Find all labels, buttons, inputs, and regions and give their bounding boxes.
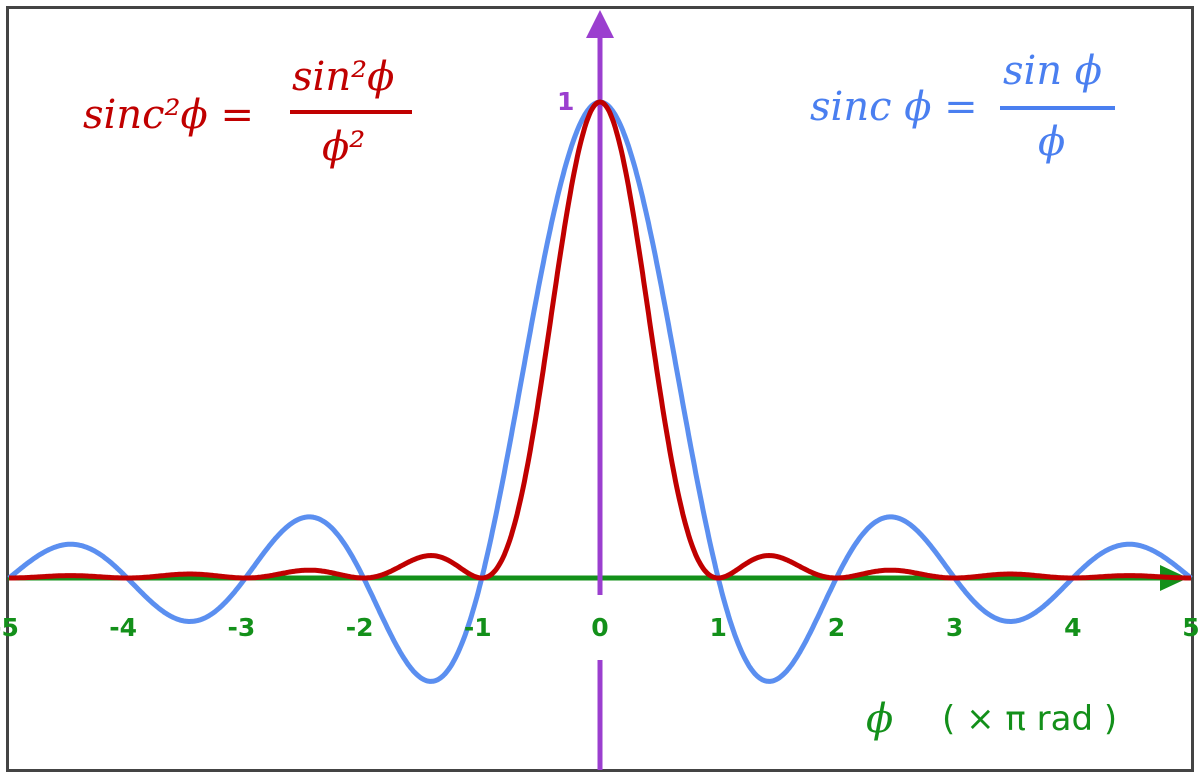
x-tick-label: 0 [591,613,608,642]
x-tick-label: 1 [709,613,726,642]
y-tick-1: 1 [557,87,574,116]
svg-text:sin ϕ: sin ϕ [1003,48,1102,94]
x-tick-label: 4 [1064,613,1081,642]
svg-text:ϕ: ϕ [1038,119,1065,165]
x-tick-label: 5 [1182,613,1199,642]
frame [6,6,1194,772]
x-tick-label: 2 [828,613,845,642]
sinc-formula: sinc ϕ = sin ϕ ϕ [810,48,1115,165]
x-tick-label: -3 [228,613,256,642]
svg-text:sinc²ϕ =: sinc²ϕ = [83,92,254,138]
svg-text:sinc ϕ =: sinc ϕ = [810,84,978,130]
svg-text:sin²ϕ: sin²ϕ [292,54,394,100]
x-tick-label: -2 [346,613,374,642]
sinc-squared-curve [7,99,1193,581]
svg-text:( × π rad ): ( × π rad ) [942,699,1117,739]
x-tick-label: -5 [0,613,19,642]
x-tick-label: -1 [464,613,492,642]
x-tick-label: -4 [109,613,137,642]
sinc2-formula: sinc²ϕ = sin²ϕ ϕ² [83,54,412,170]
svg-text:ϕ²: ϕ² [322,124,365,170]
x-tick-label: 3 [946,613,963,642]
x-axis-label: ϕ ( × π rad ) [866,696,1117,742]
svg-text:ϕ: ϕ [866,696,893,742]
y-axis-arrow [586,10,614,38]
